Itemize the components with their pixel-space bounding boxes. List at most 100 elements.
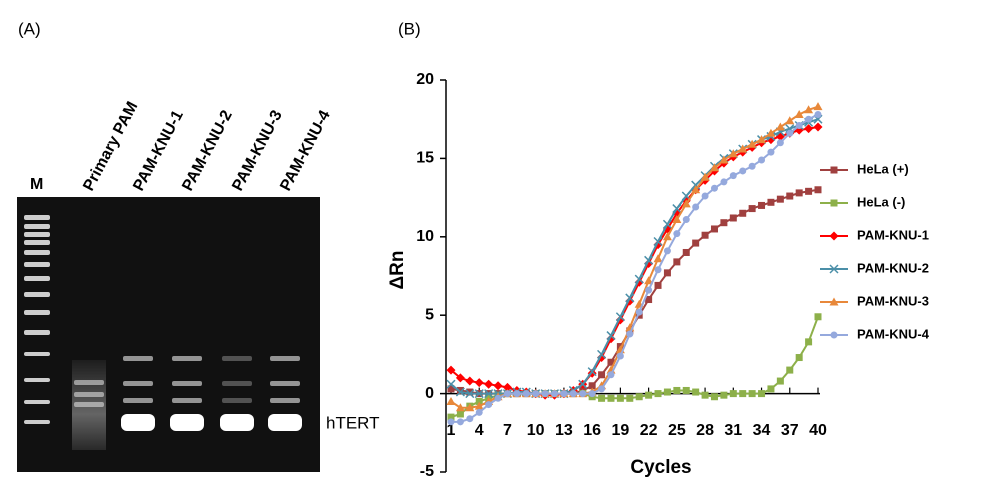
x-tick-label: 13 — [555, 422, 573, 439]
y-tick-label: 0 — [425, 385, 434, 402]
marker — [719, 155, 729, 164]
smear-band — [74, 392, 104, 397]
marker — [728, 149, 738, 158]
marker — [456, 410, 464, 418]
legend-marker — [830, 199, 838, 207]
marker — [654, 266, 662, 274]
smear-band — [74, 380, 104, 385]
legend-marker — [829, 231, 839, 241]
marker — [551, 390, 559, 398]
marker — [795, 354, 803, 362]
marker — [447, 413, 455, 421]
marker — [813, 102, 823, 111]
marker — [634, 274, 644, 284]
legend-label: PAM-KNU-4 — [857, 326, 930, 341]
y-axis-title: ΔRn — [387, 251, 408, 290]
marker — [720, 391, 728, 399]
lane-label: PAM-KNU-4 — [277, 108, 334, 194]
marker — [653, 254, 663, 263]
marker — [616, 352, 624, 360]
marker — [672, 204, 682, 214]
legend-marker — [829, 297, 839, 306]
ladder-band — [24, 215, 50, 220]
marker — [485, 401, 493, 409]
lane-label: PAM-KNU-3 — [229, 108, 286, 194]
marker — [748, 205, 756, 213]
lane-label: PAM-KNU-2 — [179, 108, 236, 194]
marker — [625, 293, 635, 303]
marker — [455, 373, 465, 383]
ladder-band — [24, 250, 50, 255]
marker — [587, 367, 597, 377]
x-tick-label: 16 — [583, 422, 601, 439]
marker — [692, 203, 700, 211]
marker — [662, 219, 672, 229]
marker — [776, 195, 784, 203]
marker — [645, 286, 653, 294]
marker — [682, 216, 690, 224]
band — [172, 381, 202, 386]
band — [123, 381, 153, 386]
marker — [579, 390, 587, 398]
marker — [615, 312, 625, 322]
band — [170, 414, 204, 431]
gel-bands — [24, 215, 302, 431]
marker — [691, 185, 701, 194]
series-line — [450, 126, 819, 397]
marker — [786, 192, 794, 200]
legend-marker — [829, 264, 839, 274]
y-tick-label: 5 — [425, 306, 434, 323]
marker — [616, 394, 624, 402]
marker — [776, 139, 784, 147]
marker — [663, 247, 671, 255]
marker — [626, 330, 634, 338]
marker — [569, 390, 577, 398]
ladder-band — [24, 292, 50, 297]
panel-label: (A) — [18, 19, 41, 38]
marker — [804, 124, 814, 134]
ladder-band — [24, 352, 50, 356]
marker — [804, 105, 814, 114]
marker — [709, 163, 719, 172]
marker — [588, 382, 596, 390]
marker — [446, 365, 456, 375]
marker — [766, 128, 776, 137]
ladder-band — [24, 232, 50, 237]
x-tick-label: 28 — [696, 422, 714, 439]
marker — [456, 386, 464, 394]
marker — [598, 394, 606, 402]
marker — [738, 144, 748, 153]
x-tick-label: 31 — [724, 422, 742, 439]
marker — [682, 248, 690, 256]
marker — [466, 388, 474, 396]
band — [222, 381, 252, 386]
legend-label: PAM-KNU-2 — [857, 260, 929, 275]
band — [222, 356, 252, 361]
marker — [805, 338, 813, 346]
x-tick-label: 7 — [503, 422, 512, 439]
marker — [663, 388, 671, 396]
marker — [466, 415, 474, 423]
marker — [775, 122, 785, 131]
marker — [813, 122, 823, 132]
marker — [758, 156, 766, 164]
marker — [598, 371, 606, 379]
y-tick-label: -5 — [420, 463, 434, 480]
marker — [786, 366, 794, 374]
band — [121, 414, 155, 431]
x-tick-label: 4 — [475, 422, 484, 439]
ladder-band — [24, 262, 50, 267]
marker — [767, 198, 775, 206]
marker — [729, 172, 737, 180]
marker — [447, 418, 455, 426]
ladder-band — [24, 400, 50, 404]
marker — [814, 110, 822, 118]
marker — [682, 386, 690, 394]
marker — [446, 379, 456, 389]
legend-label: PAM-KNU-3 — [857, 293, 929, 308]
marker — [502, 382, 512, 392]
band — [270, 381, 300, 386]
marker — [456, 418, 464, 426]
x-tick-label: 19 — [611, 422, 629, 439]
marker — [758, 390, 766, 398]
